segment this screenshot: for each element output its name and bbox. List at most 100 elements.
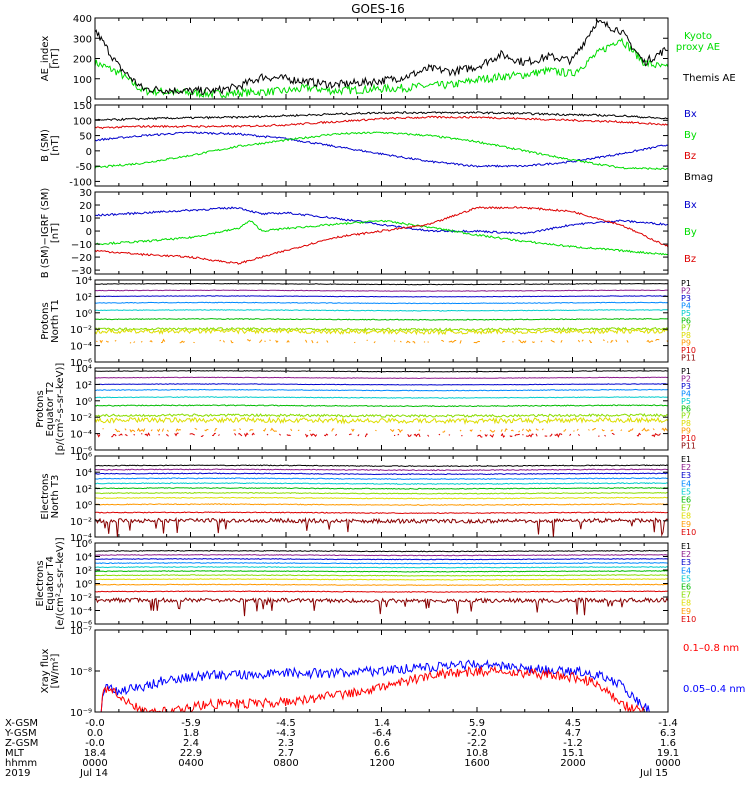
legend-entry: E1 [681,455,691,464]
series-line-e3 [95,557,668,561]
y-tick-label: -50 [76,162,92,173]
ephemeris-cell: 0.6 [374,738,390,749]
y-axis-label: Xray flux [40,649,51,694]
series-line-00504nm [95,659,668,712]
y-tick-label: 10⁻² [70,593,92,604]
series-line-0108nm [95,665,668,712]
legend-entry: P10 [681,346,696,355]
legend-entry: P5 [681,309,691,318]
y-tick-label: 10⁻² [70,517,92,528]
ephemeris-cell: 2.4 [183,738,199,749]
series-line-p4 [95,388,668,392]
legend-entry: P4 [681,389,691,398]
panel-2: 150 100 50 0 -50 -100 B (SM) [nT] Bx By Bz Bmag [40,101,713,188]
ephemeris-row-label: X-GSM [5,718,38,729]
ephemeris-row-label: 2019 [5,768,30,779]
legend-2: Bx By Bz Bmag [684,109,713,183]
legend-entry: E6 [681,583,691,592]
legend-entry: E4 [681,566,691,575]
legend-entry: P1 [681,279,691,288]
y-tick-label: 10⁶ [75,452,92,463]
y-tick-label: 400 [73,14,92,25]
y-tick-label: 10⁰ [75,309,92,320]
legend-entry: P8 [681,419,691,428]
series-line-e5 [95,566,668,569]
series-line-e3 [95,472,668,476]
ephemeris-cell: -2.2 [467,738,487,749]
legend-entry: P2 [681,374,691,383]
panel-frame [94,455,669,538]
ephemeris-cell: 2.7 [278,748,294,759]
y-tick-label: 10⁶ [75,539,92,550]
series-line-p10 [98,433,667,437]
y-tick-label: 10⁴ [75,364,92,375]
y-axis-label: North T1 [50,299,61,343]
legend-entry: Bx [684,200,697,211]
panel-4: 10⁴ 10² 10⁰ 10⁻² 10⁻⁴ 10⁻⁶ Protons North T1 P1P2… [40,276,696,369]
legend-entry: P6 [681,404,691,413]
ephemeris-cell: 1.4 [374,718,390,729]
legend-entry: E6 [681,496,691,505]
y-tick-label: −10 [71,240,92,251]
ephemeris-row-label: MLT [5,748,25,759]
panel-frame [94,367,669,451]
y-tick-label: 10⁻⁶ [70,620,92,631]
panel-frame [94,191,669,275]
y-tick-label: 10 [79,214,92,225]
ephemeris-cell: 2000 [560,758,585,769]
legend-entry: 0.1–0.8 nm [683,643,739,654]
y-tick-label: 200 [73,55,92,66]
y-axis-label: [nT] [50,135,61,155]
panel-3: 30 20 10 0 −10 −20 −30 B (SM)−IGRF (SM) [nT] Bx By… [40,188,697,279]
y-tick-label: 10⁻² [70,413,92,424]
y-tick-label: 10⁰ [75,397,92,408]
y-tick-label: 100 [73,75,92,86]
series-line-e10 [95,590,668,593]
series-line-themisae [95,18,668,96]
ephemeris-cell: Jul 15 [639,768,668,779]
legend-entry: E3 [681,558,691,567]
legend-entry: E1 [681,542,691,551]
series-line-p7 [95,413,668,418]
y-axis-label: Equator T2 [45,382,56,437]
series-line-p6 [95,404,668,408]
legend-entry: P7 [681,324,691,333]
ephemeris-cell: -2.0 [467,728,487,739]
y-tick-label: 10² [75,484,92,495]
y-axis-label: [p/(cm²–s–sr–keV)] [55,363,66,456]
series-line-e2 [95,553,668,557]
legend-entry: E8 [681,512,691,521]
panel-frame [94,279,669,363]
y-tick-label: 0 [86,227,92,238]
ephemeris-cell: 0000 [655,758,680,769]
y-tick-label: −20 [71,253,92,264]
y-axis-label: AE_index [40,36,51,82]
series-line-p4 [95,301,668,305]
legend-entry: E10 [681,528,696,537]
ephemeris-row-label: hhmm [5,758,37,769]
series-line-e11 [95,516,668,537]
ephemeris-cell: 2.3 [278,738,294,749]
series-line-e2 [95,468,668,472]
y-tick-label: 100 [73,116,92,127]
y-tick-label: 10⁴ [75,553,92,564]
y-axis-label: Equator T4 [45,556,56,611]
legend-entry: 0.05–0.4 nm [683,684,745,695]
y-tick-label: 0 [86,147,92,158]
legend-entry: By [684,227,697,238]
legend-entry: P9 [681,427,691,436]
series-line-p5 [95,309,668,312]
legend-entry: P5 [681,397,691,406]
legend-entry: E9 [681,607,691,616]
y-axis-label: [e/(cm²–s–sr–keV)] [55,537,66,629]
series-line-e8 [95,578,668,581]
legend-entry: E3 [681,471,691,480]
ephemeris-cell: 10.8 [466,748,488,759]
series-line-p2 [95,376,668,380]
series-line-e8 [95,496,668,500]
legend-entry: P9 [681,339,691,348]
